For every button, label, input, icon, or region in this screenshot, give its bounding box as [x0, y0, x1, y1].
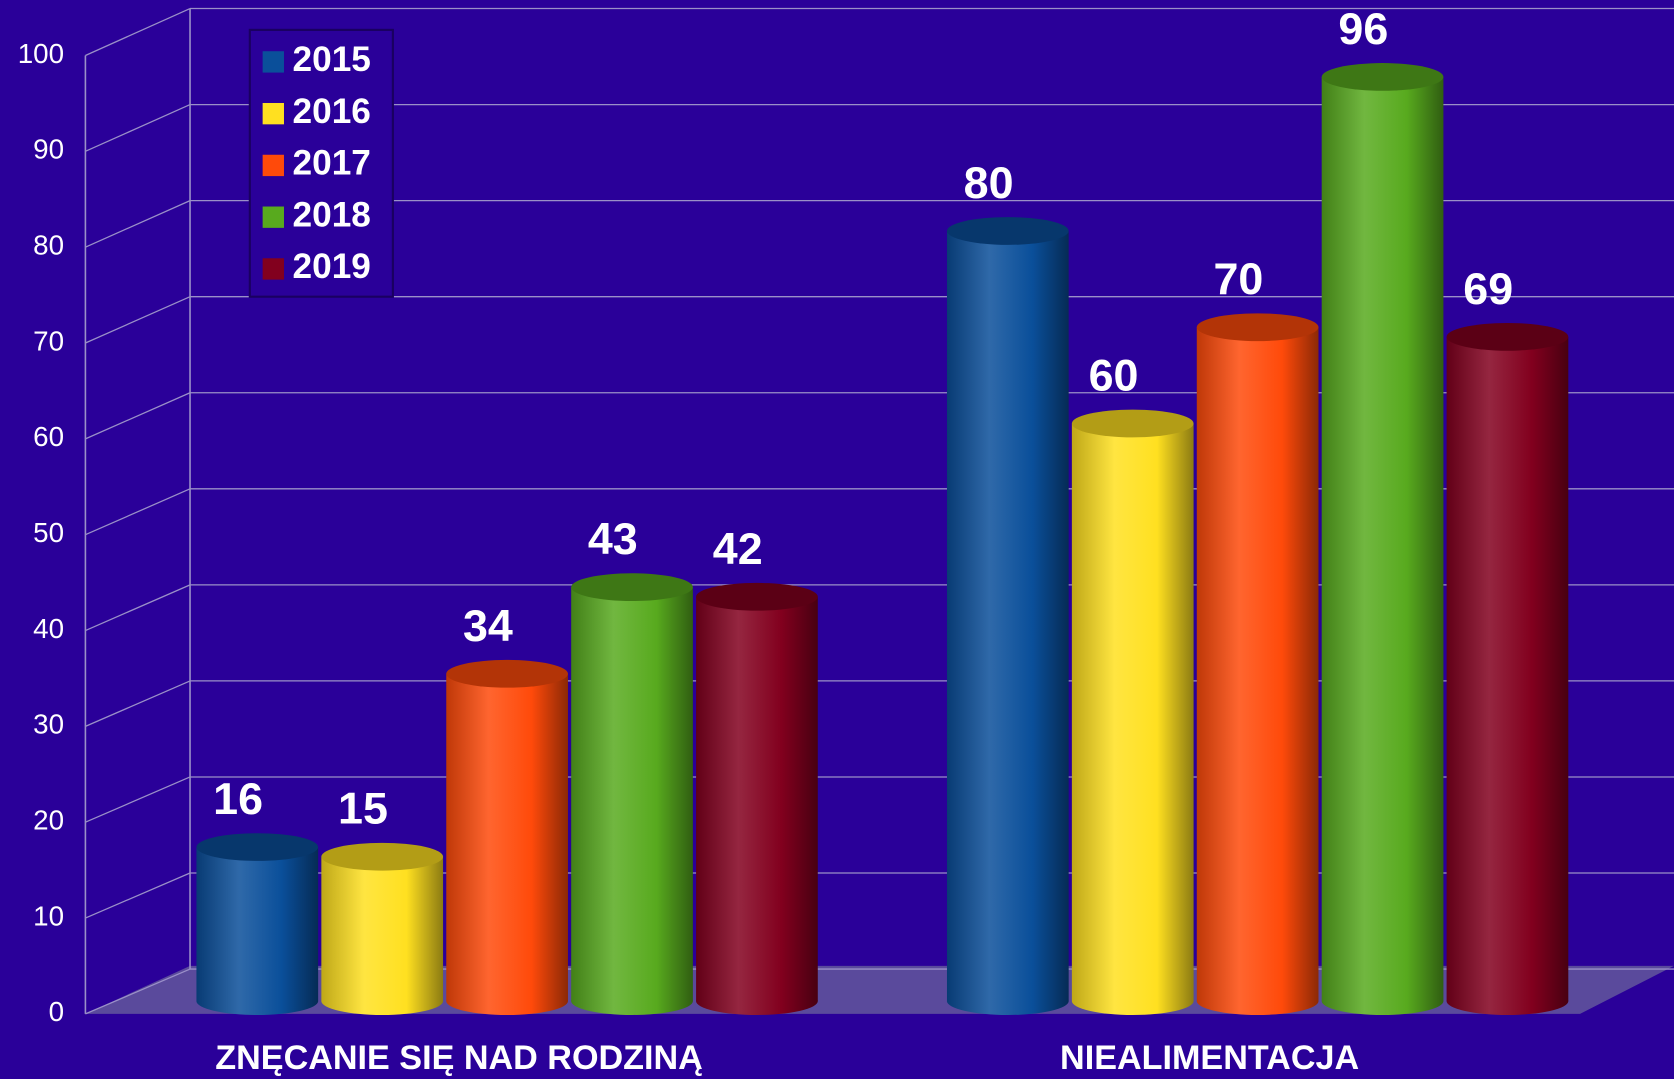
bar — [1071, 409, 1194, 1015]
grid-line-side — [85, 296, 191, 344]
grid-line-side — [85, 680, 191, 727]
y-tick-label: 10 — [33, 900, 64, 931]
y-tick-label: 20 — [33, 805, 64, 836]
bar-body — [321, 856, 444, 1002]
value-label: 80 — [964, 157, 1014, 208]
grid-line-side — [85, 104, 191, 152]
bar — [1196, 313, 1319, 1015]
legend-swatch — [262, 206, 284, 228]
y-tick-label: 0 — [49, 996, 64, 1027]
bar-top — [446, 659, 568, 688]
bar-top — [1196, 313, 1319, 342]
bar — [696, 582, 818, 1015]
y-tick-label: 30 — [33, 709, 64, 740]
value-label: 96 — [1338, 3, 1388, 54]
bar-body — [1071, 423, 1194, 1002]
bar-body — [946, 230, 1069, 1002]
bar-top — [1446, 322, 1569, 351]
bar-top — [946, 217, 1069, 245]
grid-line-side — [85, 872, 191, 919]
legend-label: 2019 — [293, 247, 371, 286]
bar — [946, 217, 1069, 1015]
value-label: 70 — [1213, 253, 1263, 304]
value-label: 69 — [1463, 263, 1513, 314]
bar-body — [196, 847, 319, 1002]
value-label: 43 — [588, 513, 638, 564]
value-label: 16 — [213, 773, 263, 824]
grid-line-side — [85, 968, 191, 1015]
legend-label: 2016 — [293, 92, 371, 131]
value-label: 42 — [713, 523, 763, 574]
value-label: 60 — [1089, 350, 1139, 401]
y-tick-label: 80 — [33, 230, 64, 261]
bar-body — [446, 673, 568, 1002]
grid-line-side — [85, 392, 191, 440]
bar-top — [696, 582, 818, 611]
legend-label: 2018 — [293, 195, 371, 234]
bar-body — [1196, 327, 1319, 1002]
bar-body — [696, 596, 818, 1002]
bar — [1446, 322, 1569, 1015]
y-tick-label: 60 — [33, 421, 64, 452]
bar — [571, 573, 693, 1015]
x-tick-label: ZNĘCANIE SIĘ NAD RODZINĄ — [215, 1039, 703, 1077]
legend-label: 2017 — [293, 144, 371, 183]
x-tick-label: NIEALIMENTACJA — [1060, 1039, 1359, 1077]
bar-top — [321, 842, 444, 871]
y-tick-label: 50 — [33, 517, 64, 548]
legend-swatch — [262, 258, 284, 280]
bar-body — [1321, 76, 1444, 1002]
y-tick-label: 100 — [18, 38, 64, 69]
y-tick-label: 70 — [33, 325, 64, 356]
legend-swatch — [262, 51, 284, 73]
bar-body — [1446, 336, 1569, 1002]
value-label: 15 — [338, 783, 388, 834]
bar-body — [571, 587, 693, 1002]
bar — [446, 659, 568, 1015]
y-tick-label: 40 — [33, 613, 64, 644]
value-label: 34 — [463, 600, 513, 651]
bar-top — [1321, 63, 1444, 91]
bar — [321, 842, 444, 1015]
grid-line-side — [85, 200, 191, 248]
legend-swatch — [262, 102, 284, 125]
grid-line-side — [85, 584, 191, 632]
bar-top — [196, 833, 319, 861]
legend-label: 2015 — [293, 40, 371, 79]
bar-top — [571, 573, 693, 602]
grid-line-side — [85, 776, 191, 823]
y-tick-label: 90 — [33, 134, 64, 165]
bar — [196, 833, 319, 1015]
bar — [1321, 63, 1444, 1015]
bar-top — [1071, 409, 1194, 438]
grid-line-side — [85, 488, 191, 536]
legend-swatch — [262, 154, 284, 177]
grid-line-side — [85, 7, 191, 57]
